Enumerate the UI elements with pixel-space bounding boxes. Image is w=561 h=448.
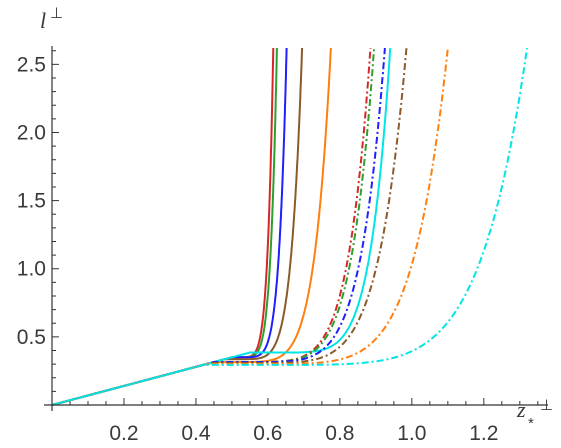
x-ticks: 0.2 0.4 0.6 0.8 1.0 1.2 <box>69 398 539 445</box>
series-line <box>51 47 278 406</box>
x-tick-label: 0.6 <box>253 422 282 445</box>
y-tick-label: 2.5 <box>17 53 46 76</box>
x-tick-label: 0.8 <box>325 422 354 445</box>
x-tick-label: 1.2 <box>469 422 498 445</box>
series-line <box>51 47 275 406</box>
y-tick-label: 1.5 <box>17 190 46 213</box>
x-axis-label-main: z <box>516 397 526 422</box>
series-line <box>51 47 372 406</box>
series-line <box>51 47 332 406</box>
series-line <box>51 47 449 406</box>
series-group <box>51 47 528 406</box>
series-line <box>51 47 392 406</box>
x-axis-label-superscript: ⊥ <box>540 397 553 414</box>
x-tick-label: 0.4 <box>181 422 211 445</box>
x-tick-label: 0.2 <box>109 422 138 445</box>
y-tick-label: 2.0 <box>17 121 46 144</box>
y-axis-label-superscript: ⊥ <box>50 5 63 22</box>
axes <box>44 46 548 411</box>
series-line <box>51 47 528 406</box>
y-axis-label: l ⊥ <box>40 5 63 33</box>
series-line <box>51 47 304 406</box>
y-tick-label: 1.0 <box>17 258 46 281</box>
x-tick-label: 1.0 <box>397 422 426 445</box>
series-line <box>51 47 376 406</box>
series-line <box>51 47 288 406</box>
y-tick-label: 0.5 <box>17 326 46 349</box>
x-axis-label-subscript: * <box>528 415 534 432</box>
x-axis-label: z * ⊥ <box>516 397 553 432</box>
y-axis-label-main: l <box>40 8 46 33</box>
y-ticks: 0.5 1.0 1.5 2.0 2.5 <box>17 50 59 392</box>
